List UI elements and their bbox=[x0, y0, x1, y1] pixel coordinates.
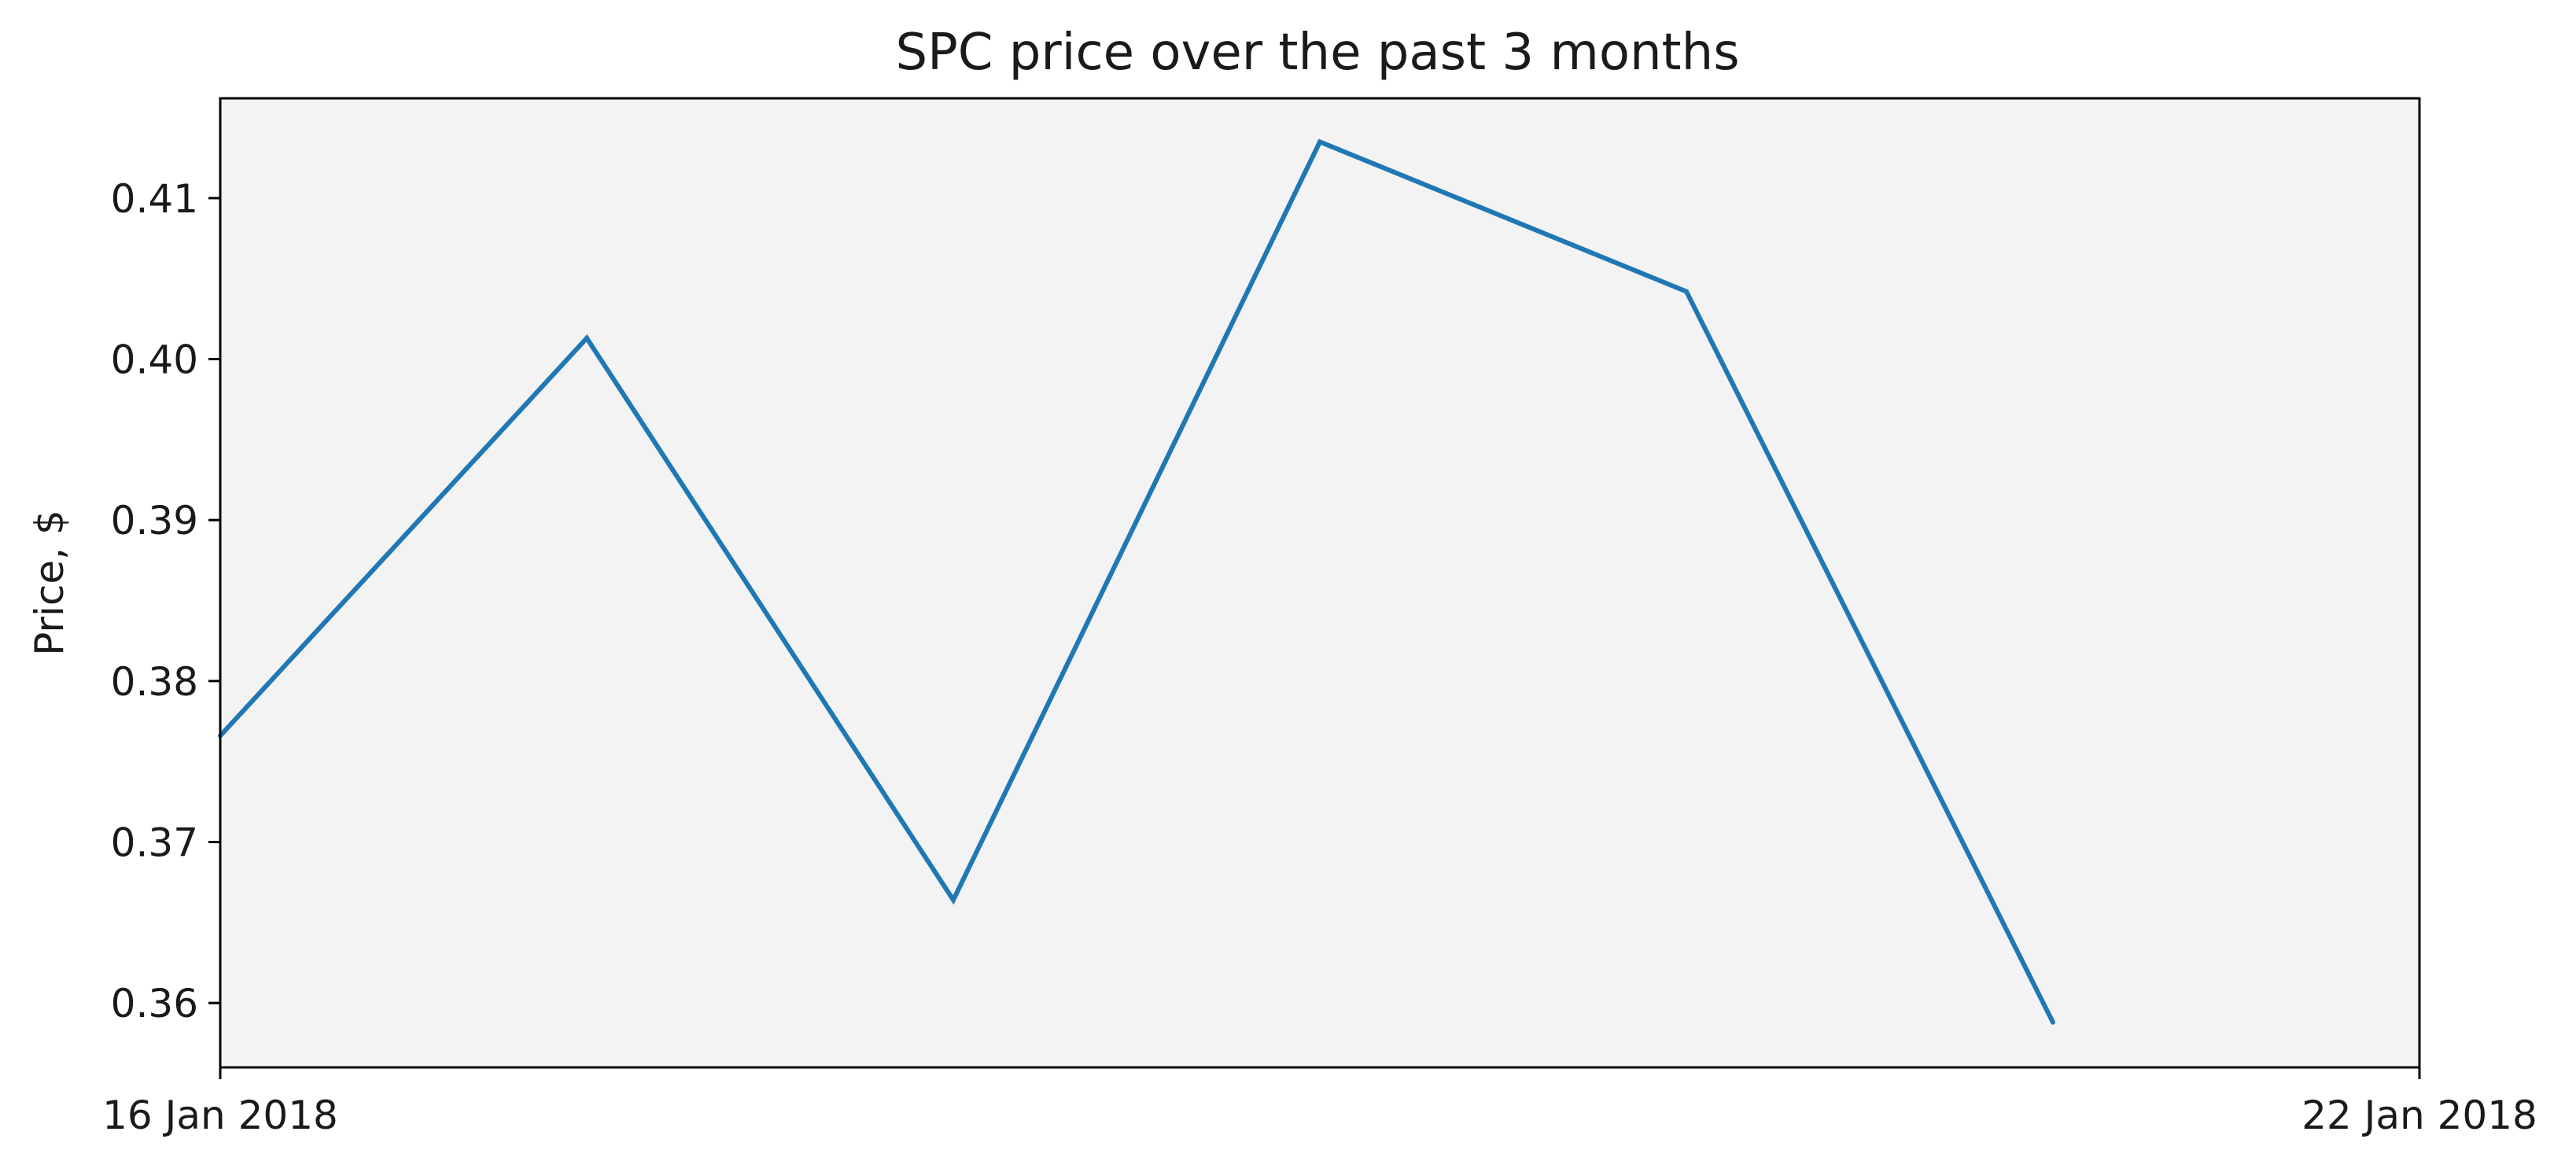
x-tick-label: 16 Jan 2018 bbox=[102, 1093, 338, 1138]
plot-frame bbox=[219, 97, 2421, 1069]
data-point bbox=[951, 897, 956, 903]
chart-title: SPC price over the past 3 months bbox=[895, 24, 1739, 82]
plot-area bbox=[220, 98, 2419, 1067]
data-point bbox=[584, 335, 589, 341]
y-tick-label: 0.36 bbox=[111, 981, 198, 1026]
y-tick-label: 0.37 bbox=[111, 820, 198, 865]
y-axis: 0.36 0.37 0.38 0.39 0.40 0.41 bbox=[111, 176, 220, 1026]
series-line bbox=[218, 138, 2055, 1024]
y-tick-label: 0.38 bbox=[111, 659, 198, 705]
data-point bbox=[1684, 289, 1689, 294]
x-tick-label: 22 Jan 2018 bbox=[2301, 1093, 2537, 1138]
y-tick-label: 0.39 bbox=[111, 498, 198, 544]
x-axis: 16 Jan 2018 22 Jan 2018 bbox=[102, 1067, 2537, 1138]
y-axis-label: Price, $ bbox=[27, 510, 72, 656]
data-point bbox=[2051, 1019, 2055, 1025]
y-tick-label: 0.40 bbox=[111, 337, 198, 383]
data-point bbox=[1317, 139, 1322, 145]
y-tick-label: 0.41 bbox=[111, 176, 198, 222]
